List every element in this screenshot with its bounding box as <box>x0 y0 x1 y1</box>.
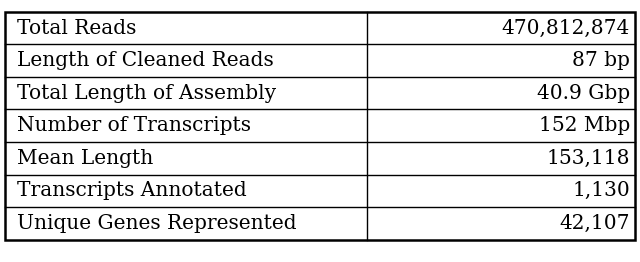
Text: Unique Genes Represented: Unique Genes Represented <box>17 214 296 233</box>
Text: Transcripts Annotated: Transcripts Annotated <box>17 181 246 200</box>
Text: 152 Mbp: 152 Mbp <box>538 116 630 135</box>
Bar <box>5 12 635 240</box>
Text: Total Reads: Total Reads <box>17 19 136 37</box>
Text: 87 bp: 87 bp <box>572 51 630 70</box>
Text: Length of Cleaned Reads: Length of Cleaned Reads <box>17 51 273 70</box>
Text: 40.9 Gbp: 40.9 Gbp <box>536 84 630 103</box>
Text: Mean Length: Mean Length <box>17 149 153 168</box>
Text: 153,118: 153,118 <box>547 149 630 168</box>
Text: Number of Transcripts: Number of Transcripts <box>17 116 251 135</box>
Text: 42,107: 42,107 <box>559 214 630 233</box>
Text: 470,812,874: 470,812,874 <box>502 19 630 37</box>
Text: Total Length of Assembly: Total Length of Assembly <box>17 84 276 103</box>
Text: 1,130: 1,130 <box>572 181 630 200</box>
